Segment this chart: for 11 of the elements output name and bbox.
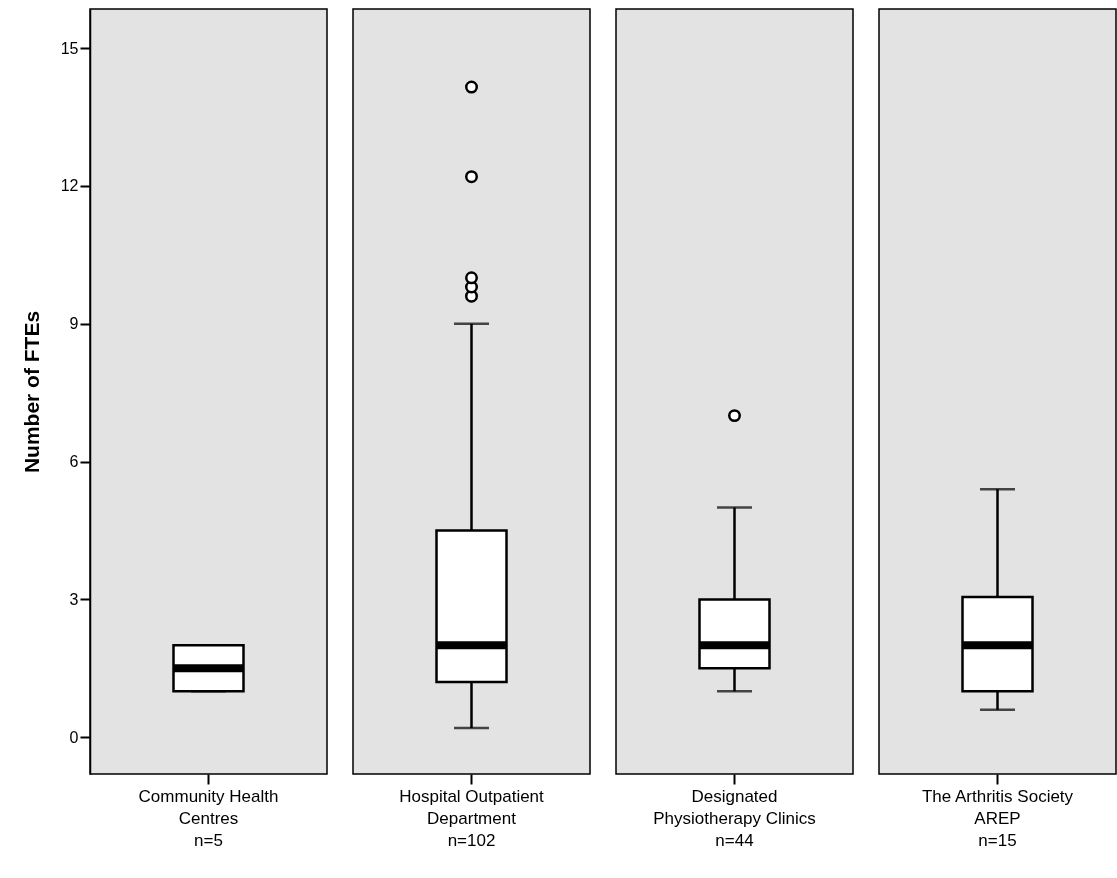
x-tick-label: Hospital Outpatient Department n=102 [399,786,545,850]
y-tick-label: 15 [60,39,79,57]
y-tick-label: 6 [69,453,79,471]
y-tick-label: 0 [69,728,79,746]
x-tick-label: Community Health Centres n=5 [138,786,279,850]
y-tick-label: 12 [60,177,79,195]
y-axis-title: Number of FTEs [19,310,43,474]
y-tick-label: 3 [69,590,79,608]
x-tick-label: Designated Physiotherapy Clinics n=44 [653,786,816,850]
x-tick-label: The Arthritis Society AREP n=15 [921,786,1074,850]
y-tick-label: 9 [69,315,79,333]
